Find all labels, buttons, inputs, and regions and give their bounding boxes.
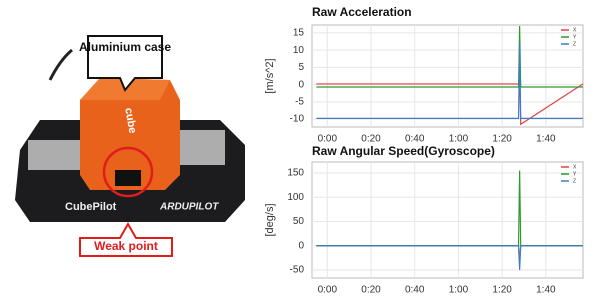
y-tick-label: 100	[287, 192, 304, 203]
legend-label: Z	[573, 41, 576, 47]
y-tick-label: 5	[298, 62, 304, 73]
device-label: CubePilot	[65, 201, 117, 213]
x-tick-label: 0:20	[361, 134, 381, 145]
y-tick-label: -10	[290, 114, 305, 125]
port	[115, 170, 141, 186]
x-tick-label: 1:00	[449, 134, 469, 145]
x-tick-label: 0:00	[318, 134, 338, 145]
x-tick-label: 1:40	[536, 285, 556, 296]
connectors	[175, 130, 225, 165]
x-tick-label: 0:40	[405, 134, 425, 145]
plot-area	[312, 162, 583, 278]
chart-title: Raw Angular Speed(Gyroscope)	[312, 144, 495, 158]
cable	[50, 50, 72, 80]
y-tick-label: 0	[298, 79, 304, 90]
y-tick-label: 150	[287, 168, 304, 179]
x-tick-label: 1:00	[449, 285, 469, 296]
figure: cube CubePilot ARDUPILOT Aluminium case …	[0, 0, 611, 296]
device-label: ARDUPILOT	[159, 202, 219, 213]
chart-title: Raw Acceleration	[312, 5, 412, 19]
x-tick-label: 0:20	[361, 285, 381, 296]
connectors	[28, 140, 88, 170]
x-tick-label: 1:20	[492, 285, 512, 296]
plot-area	[312, 25, 583, 127]
y-tick-label: 0	[298, 240, 304, 251]
y-axis-label: [m/s^2]	[264, 58, 276, 93]
y-axis-label: [deg/s]	[264, 203, 276, 236]
callout-text: Weak point	[94, 239, 158, 253]
y-tick-label: 15	[293, 28, 305, 39]
x-tick-label: 1:40	[536, 134, 556, 145]
photo: cube CubePilot ARDUPILOT Aluminium case …	[15, 36, 245, 256]
legend-label: Z	[573, 178, 576, 184]
x-tick-label: 1:20	[492, 134, 512, 145]
y-tick-label: -50	[290, 265, 305, 276]
y-tick-label: 10	[293, 45, 305, 56]
callout-text: Aluminium case	[79, 40, 171, 54]
x-tick-label: 0:00	[318, 285, 338, 296]
x-tick-label: 0:40	[405, 285, 425, 296]
y-tick-label: -5	[295, 96, 304, 107]
y-tick-label: 50	[293, 216, 305, 227]
